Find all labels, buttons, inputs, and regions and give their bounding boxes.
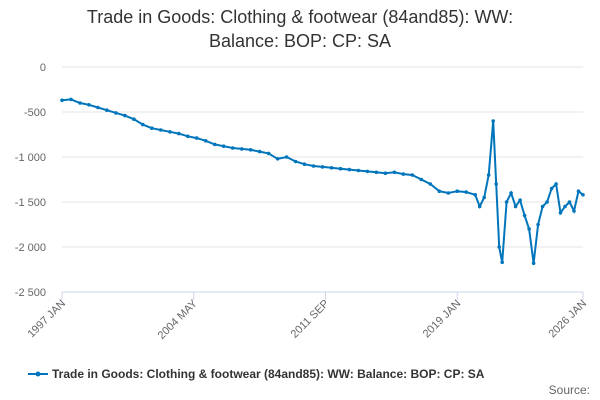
data-point[interactable]: [513, 204, 518, 209]
data-point[interactable]: [428, 182, 433, 186]
y-tick-label: 0: [40, 62, 46, 74]
data-point[interactable]: [500, 260, 505, 265]
x-tick-label: 2004 MAY: [156, 297, 201, 342]
x-tick-label: 2019 JAN: [421, 298, 464, 341]
data-point[interactable]: [168, 130, 172, 134]
data-point[interactable]: [558, 211, 563, 215]
chart-title-line-2: Balance: BOP: CP: SA: [209, 31, 391, 51]
data-point[interactable]: [230, 146, 235, 150]
data-point[interactable]: [383, 171, 388, 175]
data-point[interactable]: [494, 182, 499, 186]
data-point[interactable]: [482, 195, 487, 200]
data-point[interactable]: [518, 198, 522, 202]
data-point[interactable]: [554, 182, 558, 186]
data-point[interactable]: [248, 148, 253, 152]
data-point[interactable]: [302, 162, 307, 166]
data-point[interactable]: [203, 139, 208, 143]
legend-label: Trade in Goods: Clothing & footwear (84a…: [52, 367, 485, 381]
data-point[interactable]: [536, 222, 540, 227]
data-point[interactable]: [87, 103, 91, 107]
data-point[interactable]: [338, 166, 343, 171]
data-point[interactable]: [365, 169, 370, 174]
data-point[interactable]: [212, 142, 217, 147]
x-tick-label: 1997 JAN: [25, 298, 68, 341]
grid: [62, 66, 583, 293]
data-point[interactable]: [531, 261, 536, 266]
data-point[interactable]: [96, 105, 100, 110]
legend[interactable]: Trade in Goods: Clothing & footwear (84a…: [28, 367, 485, 381]
data-point[interactable]: [486, 173, 491, 177]
data-point[interactable]: [522, 213, 527, 218]
data-point[interactable]: [549, 186, 554, 191]
data-point[interactable]: [320, 165, 325, 169]
x-axis: 1997 JAN 2004 MAY 2011 SEP 2019 JAN 2026 JAN: [25, 291, 589, 342]
data-point[interactable]: [159, 128, 163, 132]
data-point[interactable]: [437, 189, 442, 193]
data-point[interactable]: [266, 151, 271, 156]
data-point[interactable]: [545, 200, 549, 204]
data-point[interactable]: [509, 191, 513, 195]
data-point[interactable]: [123, 113, 127, 118]
data-point[interactable]: [284, 155, 289, 159]
source-label: Source:: [549, 383, 590, 397]
data-point[interactable]: [527, 227, 531, 231]
y-axis: 0 -500 -1 000 -1 500 -2 000 -2 500: [15, 62, 46, 299]
data-point[interactable]: [446, 191, 451, 195]
data-point[interactable]: [576, 189, 581, 193]
data-point[interactable]: [567, 200, 572, 204]
data-point[interactable]: [473, 193, 478, 197]
x-tick-label: 2026 JAN: [546, 298, 589, 341]
data-point[interactable]: [114, 111, 118, 115]
data-point[interactable]: [410, 173, 415, 177]
data-point[interactable]: [257, 149, 262, 154]
data-point[interactable]: [329, 166, 334, 170]
data-point[interactable]: [401, 172, 406, 176]
data-point[interactable]: [221, 144, 226, 148]
data-point[interactable]: [60, 98, 64, 103]
data-point[interactable]: [572, 209, 576, 213]
y-tick-label: -1 500: [15, 197, 46, 209]
data-point[interactable]: [150, 126, 154, 130]
data-point[interactable]: [347, 167, 352, 172]
data-point[interactable]: [581, 193, 585, 197]
data-point[interactable]: [132, 117, 136, 121]
data-point[interactable]: [275, 157, 280, 161]
data-point[interactable]: [504, 200, 509, 204]
data-point[interactable]: [497, 245, 502, 249]
data-point[interactable]: [78, 101, 82, 105]
y-tick-label: -2 000: [15, 242, 46, 254]
data-point[interactable]: [311, 164, 316, 168]
data-point[interactable]: [374, 170, 379, 175]
data-point[interactable]: [194, 136, 199, 140]
data-point[interactable]: [392, 170, 397, 175]
y-tick-label: -500: [24, 107, 46, 119]
data-point[interactable]: [563, 204, 567, 209]
data-point[interactable]: [455, 189, 460, 193]
data-point[interactable]: [464, 190, 469, 194]
plot-area: [60, 97, 585, 266]
data-point[interactable]: [477, 204, 482, 209]
data-point[interactable]: [69, 97, 73, 102]
data-point[interactable]: [356, 168, 361, 173]
chart-title-line-1: Trade in Goods: Clothing & footwear (84a…: [87, 7, 513, 27]
data-point[interactable]: [239, 147, 244, 151]
data-point[interactable]: [293, 159, 298, 164]
data-point[interactable]: [105, 108, 109, 112]
data-point[interactable]: [491, 119, 496, 123]
data-point[interactable]: [419, 177, 424, 182]
data-point[interactable]: [177, 131, 181, 136]
data-point[interactable]: [141, 122, 145, 127]
x-tick-label: 2011 SEP: [289, 298, 332, 341]
y-tick-label: -2 500: [15, 287, 46, 299]
legend-marker: [35, 371, 41, 377]
series-line: [61, 98, 584, 264]
y-tick-label: -1 000: [15, 152, 46, 164]
data-point[interactable]: [186, 134, 190, 139]
data-point[interactable]: [540, 204, 545, 209]
